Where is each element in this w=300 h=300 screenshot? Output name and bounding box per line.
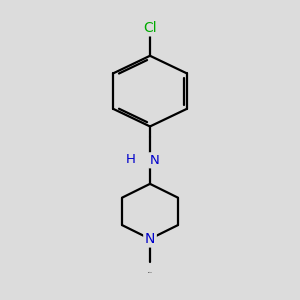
Text: methyl: methyl [148,272,152,273]
Text: Cl: Cl [143,21,157,35]
Text: H: H [126,153,136,166]
Text: N: N [145,232,155,246]
Text: N: N [149,154,159,167]
